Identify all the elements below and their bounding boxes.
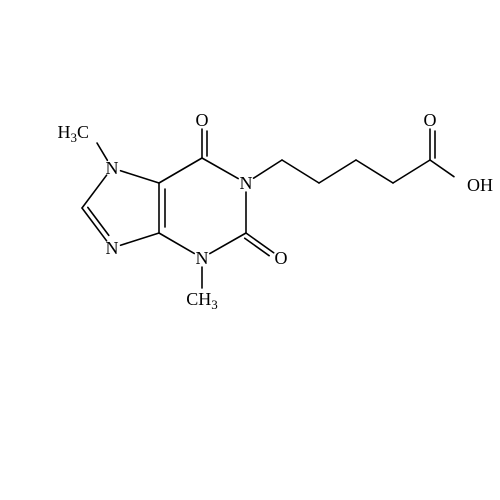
atom-O6: O <box>196 110 209 130</box>
atom-H3C-N7: H3C <box>57 122 89 145</box>
molecule-canvas: N N N N O O O OH CH3 H3C <box>0 0 500 500</box>
atom-N3: N <box>196 248 209 268</box>
atom-OH: OH <box>467 175 493 195</box>
atom-N7: N <box>106 158 119 178</box>
atom-O-carboxyl-dbl: O <box>424 110 437 130</box>
atom-CH3-N3: CH3 <box>186 289 218 312</box>
atom-N1: N <box>240 173 253 193</box>
atom-O2: O <box>275 248 288 268</box>
atom-N9: N <box>106 238 119 258</box>
